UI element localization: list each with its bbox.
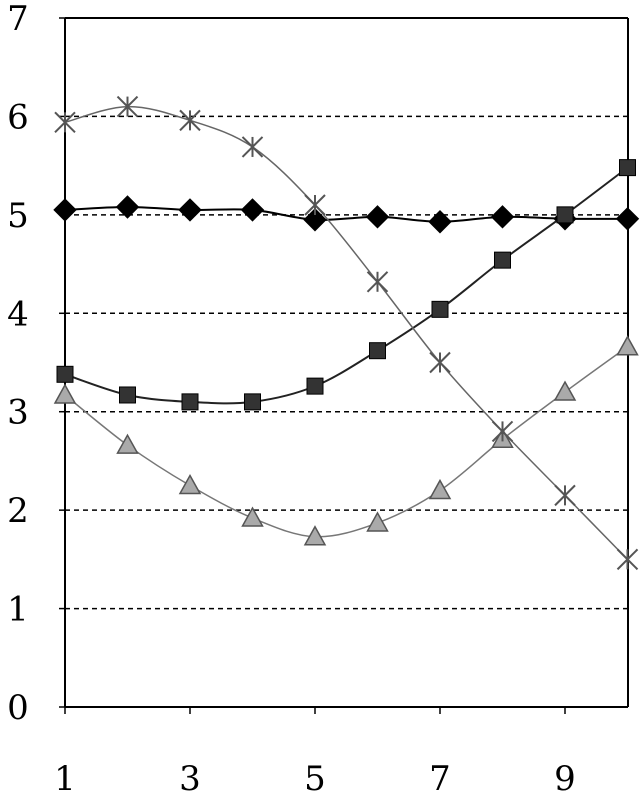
- diamond-marker: [178, 198, 202, 222]
- series-line: [64, 205, 628, 223]
- series-line: [64, 346, 628, 538]
- series-line: [64, 105, 629, 560]
- asterisk-marker: [429, 351, 451, 374]
- asterisk-marker: [179, 109, 201, 132]
- asterisk-marker: [366, 271, 389, 293]
- diamond-marker: [303, 208, 327, 232]
- square-marker: [181, 393, 199, 411]
- y-tick-label: 6: [7, 97, 29, 137]
- square-marker: [119, 386, 136, 404]
- square-marker: [244, 393, 261, 411]
- triangle-marker: [616, 335, 639, 356]
- asterisk-marker: [616, 548, 639, 571]
- asterisk-marker: [241, 136, 264, 158]
- series-asterisk: [54, 95, 639, 571]
- square-marker: [556, 206, 574, 224]
- x-tick-label: 1: [54, 759, 76, 799]
- square-marker: [306, 377, 324, 395]
- series-triangle: [53, 335, 639, 546]
- diamond-marker: [115, 195, 140, 219]
- triangle-marker: [303, 525, 327, 546]
- triangle-marker: [178, 473, 202, 495]
- series-diamond: [53, 195, 640, 234]
- series-square: [56, 159, 636, 411]
- x-tick-label: 7: [429, 759, 451, 799]
- asterisk-marker: [554, 484, 576, 507]
- y-tick-label: 4: [7, 294, 29, 334]
- square-marker: [494, 251, 511, 269]
- diamond-marker: [53, 198, 77, 222]
- series-layer: [53, 95, 640, 571]
- y-tick-label: 2: [7, 491, 29, 531]
- y-tick-label: 0: [7, 688, 29, 728]
- x-tick-label: 9: [554, 759, 576, 799]
- triangle-marker: [553, 380, 577, 401]
- triangle-marker: [428, 478, 452, 500]
- asterisk-marker: [491, 420, 514, 443]
- y-tick-label: 7: [7, 0, 29, 39]
- asterisk-marker: [116, 95, 139, 118]
- diamond-marker: [615, 207, 640, 231]
- asterisk-marker: [54, 111, 76, 134]
- triangle-marker: [53, 383, 77, 404]
- triangle-marker: [241, 506, 264, 527]
- y-tick-label: 3: [7, 393, 29, 433]
- x-tick-label: 3: [179, 759, 201, 799]
- square-marker: [369, 342, 386, 360]
- diamond-marker: [240, 198, 265, 222]
- diamond-marker: [365, 205, 390, 229]
- y-tick-label: 1: [7, 590, 29, 630]
- diamond-marker: [428, 210, 452, 234]
- asterisk-marker: [304, 194, 326, 216]
- square-marker: [619, 159, 636, 177]
- triangle-marker: [116, 433, 139, 454]
- triangle-marker: [366, 511, 389, 532]
- grid-lines: [65, 115, 628, 610]
- square-marker: [56, 365, 74, 383]
- square-marker: [431, 300, 449, 318]
- y-tick-label: 5: [7, 196, 29, 236]
- diamond-marker: [490, 205, 515, 229]
- x-tick-label: 5: [304, 759, 326, 799]
- series-line: [64, 166, 629, 405]
- axes: [59, 17, 629, 714]
